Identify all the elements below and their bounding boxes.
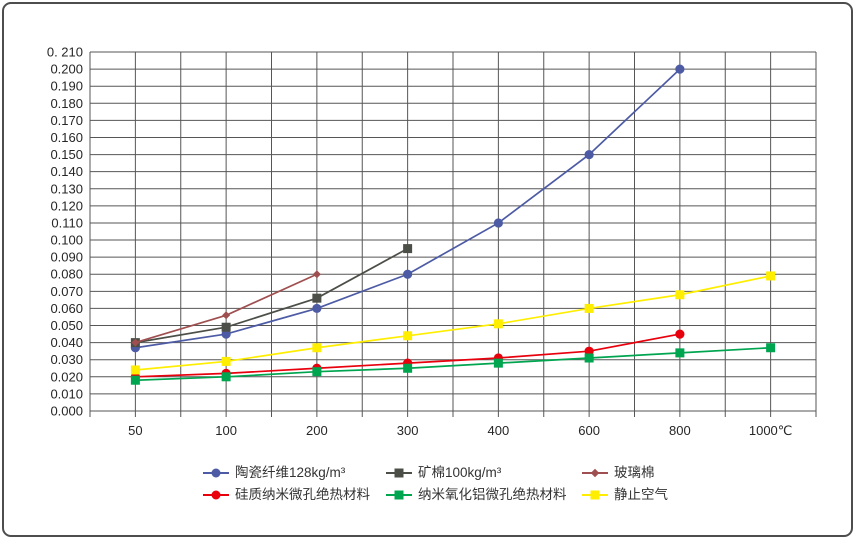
data-point [584, 353, 594, 363]
data-point [675, 290, 685, 300]
x-tick-label: 50 [128, 423, 142, 438]
data-point [131, 338, 140, 347]
legend-item-still-air: 静止空气 [582, 487, 668, 502]
legend-item-nano-alumina-microporous: 纳米氧化铝微孔绝热材料 [386, 487, 567, 502]
y-tick-label: 0.050 [50, 318, 83, 333]
data-point [766, 343, 776, 353]
conductivity-chart: 0.000 0.010 0.020 0.030 0.040 0.050 0.060 0.070… [47, 45, 817, 438]
y-tick-label: 0.030 [50, 352, 83, 367]
legend-label: 静止空气 [614, 487, 668, 502]
data-point [493, 319, 503, 329]
data-point [675, 329, 685, 339]
series-nano-alumina-microporous [130, 343, 776, 385]
y-tick-label: 0.190 [50, 79, 83, 94]
y-tick-label: 0. 210 [47, 45, 83, 60]
y-tick-label: 0.170 [50, 113, 83, 128]
y-tick-label: 0.100 [50, 233, 83, 248]
data-point [222, 311, 231, 320]
y-tick-label: 0.090 [50, 250, 83, 265]
data-point [675, 64, 685, 74]
data-point [312, 343, 322, 353]
y-tick-label: 0.040 [50, 335, 83, 350]
legend-marker-silica-nano-icon [203, 487, 229, 502]
legend-label: 玻璃棉 [614, 465, 655, 480]
legend-marker-ceramic-fiber-icon [203, 465, 229, 480]
legend-item-silica-nano-microporous: 硅质纳米微孔绝热材料 [203, 487, 370, 502]
y-tick-label: 0.200 [50, 62, 83, 77]
y-tick-label: 0.010 [50, 386, 83, 401]
y-tick-label: 0.020 [50, 369, 83, 384]
data-point [221, 322, 231, 332]
legend-label: 矿棉100kg/m³ [418, 465, 502, 480]
grid [89, 51, 817, 417]
data-point [312, 293, 322, 303]
x-tick-label: 200 [306, 423, 328, 438]
y-tick-label: 0.110 [51, 215, 83, 230]
data-point [403, 363, 413, 373]
legend-item-ceramic-fiber: 陶瓷纤维128kg/m³ [203, 465, 345, 480]
series-still-air [130, 271, 776, 375]
legend-marker-nano-alumina-icon [386, 487, 412, 502]
data-point [584, 346, 594, 356]
legend-label: 纳米氧化铝微孔绝热材料 [418, 487, 567, 502]
y-tick-label: 0.160 [50, 130, 83, 145]
y-tick-label: 0.130 [50, 181, 83, 196]
legend-item-glass-wool: 玻璃棉 [582, 465, 655, 480]
data-point [403, 331, 413, 341]
data-point [493, 218, 503, 228]
data-point [221, 372, 231, 382]
data-point [312, 303, 322, 314]
y-tick-label: 0.060 [50, 301, 83, 316]
data-point [493, 358, 503, 368]
x-tick-label: 800 [669, 423, 691, 438]
legend-label: 陶瓷纤维128kg/m³ [235, 465, 346, 480]
x-tick-label: 400 [488, 423, 510, 438]
data-point [675, 348, 685, 358]
y-tick-label: 0.080 [50, 267, 83, 282]
legend-marker-glass-wool-icon [582, 465, 608, 480]
y-tick-label: 0.120 [50, 198, 83, 213]
legend-label: 硅质纳米微孔绝热材料 [235, 487, 370, 502]
y-tick-label: 0.180 [50, 96, 83, 111]
data-point [221, 329, 231, 339]
y-tick-label: 0.070 [50, 284, 83, 299]
x-tick-label: 100 [215, 423, 237, 438]
legend-marker-still-air-icon [582, 487, 608, 502]
series-glass-wool [131, 270, 321, 347]
y-tick-label: 0.140 [50, 164, 83, 179]
x-axis-tick-labels: 50 100 200 300 400 600 800 1000℃ [128, 423, 792, 438]
legend-item-mineral-wool: 矿棉100kg/m³ [386, 465, 501, 480]
data-point [584, 303, 594, 313]
data-point [584, 149, 594, 160]
x-tick-label: 600 [578, 423, 600, 438]
data-point [130, 375, 140, 385]
data-point [221, 356, 231, 366]
y-axis-tick-labels: 0.000 0.010 0.020 0.030 0.040 0.050 0.060 0.070… [47, 45, 83, 419]
x-tick-label: 300 [397, 423, 419, 438]
y-tick-label: 0.000 [50, 404, 83, 419]
y-tick-label: 0.150 [50, 147, 83, 162]
legend-marker-mineral-wool-icon [386, 465, 412, 480]
data-point [403, 244, 413, 254]
data-point [130, 365, 140, 375]
data-point [312, 367, 322, 377]
data-point [312, 270, 321, 279]
x-tick-label: 1000℃ [749, 423, 793, 438]
data-point [766, 271, 776, 281]
data-point [403, 269, 413, 279]
